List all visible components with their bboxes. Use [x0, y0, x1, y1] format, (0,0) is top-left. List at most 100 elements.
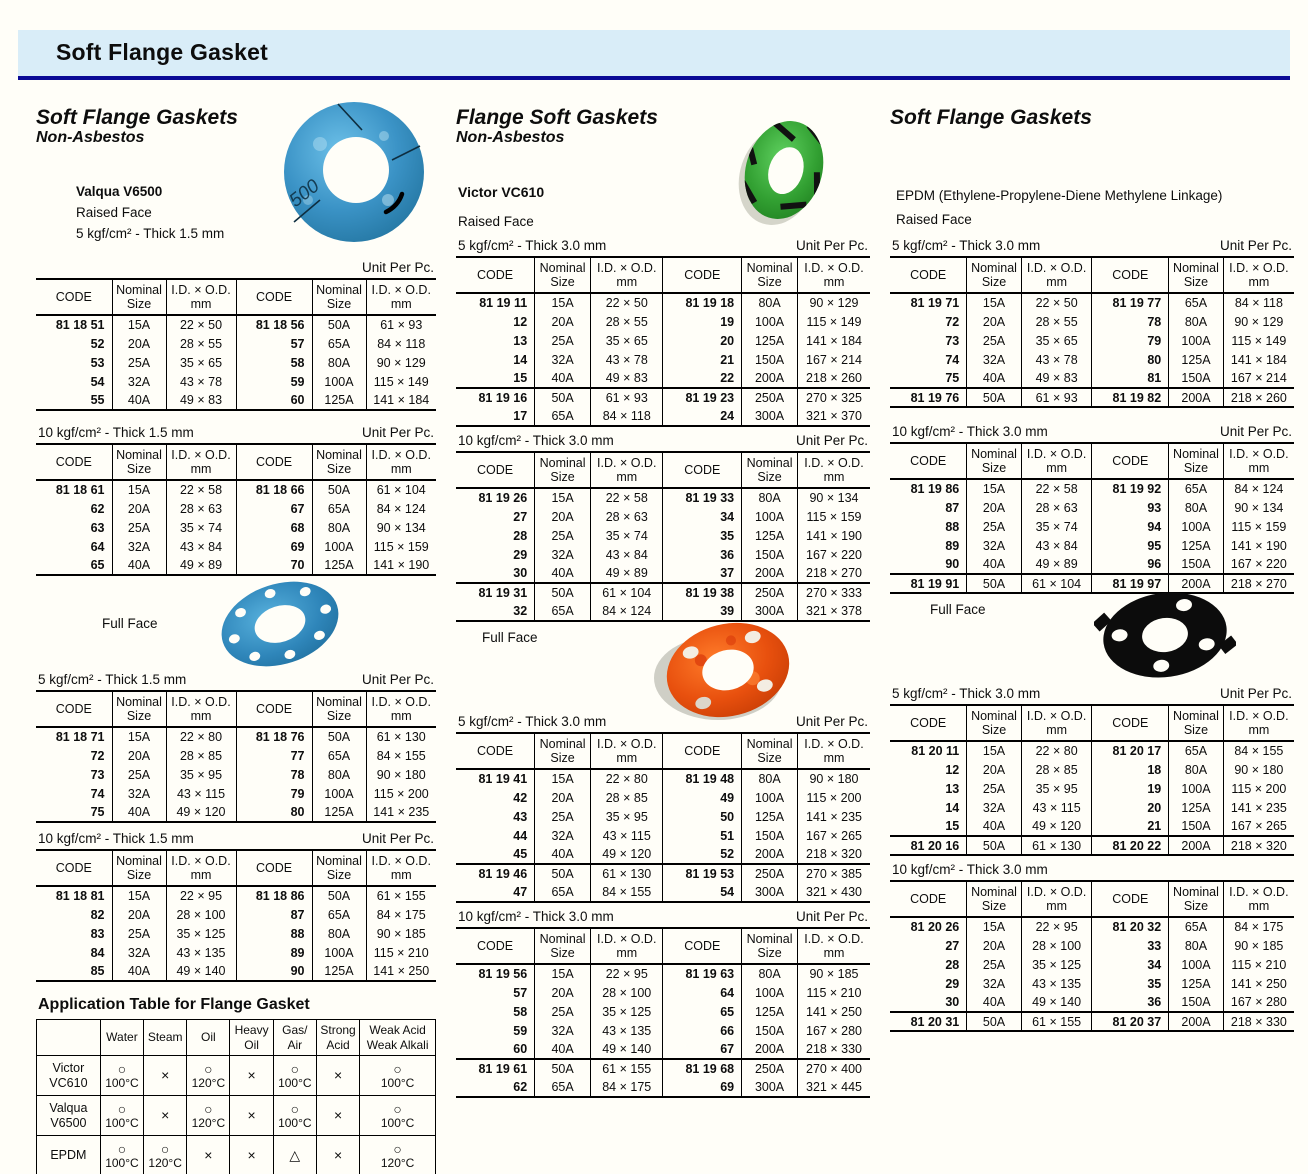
dim-cell: 84 × 175 — [365, 905, 436, 924]
dim-cell: 115 × 159 — [797, 507, 870, 526]
table-row: 64 32A 43 × 84 69 100A 115 × 159 — [36, 537, 436, 556]
code-cell: 81 18 76 — [235, 727, 312, 746]
code-cell: 29 — [945, 976, 960, 991]
code-cell: 28 — [513, 528, 528, 543]
code-cell: 81 19 56 — [478, 967, 528, 981]
size-cell: 25A — [111, 353, 166, 372]
table-row: 81 19 71 15A 22 × 50 81 19 77 65A 84 × 118 — [890, 293, 1294, 312]
dim-cell: 115 × 149 — [1222, 331, 1294, 350]
code-cell: 37 — [662, 564, 742, 583]
col-header-code: CODE — [36, 850, 112, 887]
size-cell: 20A — [534, 312, 591, 331]
size-cell: 100A — [741, 312, 798, 331]
full-face-block: Full Face — [456, 622, 870, 720]
size-cell: 20A — [966, 760, 1022, 779]
dim-cell: 49 × 83 — [590, 369, 663, 388]
col-header-dim: I.D. × O.D. mm — [165, 691, 236, 728]
dim-cell: 84 × 124 — [365, 499, 436, 518]
size-cell: 50A — [534, 388, 591, 407]
code-cell: 70 — [235, 556, 312, 575]
code-cell: 80 — [235, 803, 312, 822]
app-corner-cell — [36, 1019, 101, 1056]
unit-per-pc-label: Unit Per Pc. — [795, 238, 868, 253]
unit-per-pc-label: Unit Per Pc. — [361, 260, 434, 275]
table-row: 29 32A 43 × 84 36 150A 167 × 220 — [456, 545, 870, 564]
size-cell: 15A — [966, 293, 1022, 312]
size-cell: 80A — [741, 769, 798, 788]
code-cell: 81 20 32 — [1091, 917, 1169, 936]
code-cell: 81 18 66 — [235, 480, 312, 499]
size-cell: 20A — [966, 312, 1022, 331]
code-cell: 81 18 81 — [55, 889, 105, 903]
code-cell: 57 — [513, 985, 528, 1000]
code-cell: 53 — [90, 355, 105, 370]
dim-cell: 90 × 185 — [365, 924, 436, 943]
size-cell: 40A — [534, 564, 591, 583]
dim-cell: 141 × 250 — [365, 962, 436, 981]
table-header-row: CODE Nominal Size I.D. × O.D. mm CODE Nominal S… — [890, 443, 1294, 480]
size-cell: 50A — [966, 574, 1022, 593]
table-row: 55 40A 49 × 83 60 125A 141 × 184 — [36, 391, 436, 410]
size-cell: 80A — [311, 518, 366, 537]
application-table-title: Application Table for Flange Gasket — [38, 996, 310, 1013]
dim-cell: 35 × 95 — [590, 807, 663, 826]
code-cell: 81 18 86 — [235, 886, 312, 905]
code-cell: 20 — [662, 331, 742, 350]
col-header-size: Nominal Size — [534, 452, 591, 489]
table-row: 13 25A 35 × 65 20 125A 141 × 184 — [456, 331, 870, 350]
dim-cell: 43 × 78 — [165, 372, 236, 391]
code-cell: 59 — [513, 1023, 528, 1038]
size-cell: 32A — [966, 350, 1022, 369]
col-header-dim: I.D. × O.D. mm — [797, 452, 870, 489]
size-cell: 25A — [111, 765, 166, 784]
size-cell: 200A — [1168, 388, 1224, 407]
dim-cell: 218 × 320 — [797, 845, 870, 864]
code-cell: 81 19 92 — [1091, 479, 1169, 498]
dim-cell: 115 × 210 — [365, 943, 436, 962]
code-cell: 93 — [1091, 498, 1169, 517]
size-cell: 15A — [534, 769, 591, 788]
code-cell: 20 — [1091, 798, 1169, 817]
table-row: 44 32A 43 × 115 51 150A 167 × 265 — [456, 826, 870, 845]
full-face-block: Full Face — [36, 576, 436, 672]
table-row: 72 20A 28 × 85 77 65A 84 × 155 — [36, 746, 436, 765]
app-cell: ○ 120°C — [186, 1095, 231, 1136]
code-cell: 62 — [90, 501, 105, 516]
col-header-code: CODE — [456, 733, 535, 770]
dim-cell: 61 × 130 — [365, 727, 436, 746]
code-cell: 87 — [945, 500, 960, 515]
size-cell: 300A — [741, 883, 798, 902]
size-cell: 250A — [741, 864, 798, 883]
size-cell: 200A — [1168, 574, 1224, 593]
size-cell: 65A — [534, 1078, 591, 1097]
dim-cell: 49 × 89 — [1020, 555, 1092, 574]
code-cell: 43 — [513, 809, 528, 824]
code-cell: 64 — [662, 983, 742, 1002]
col-header-code: CODE — [1091, 705, 1169, 742]
col-header-dim: I.D. × O.D. mm — [590, 257, 663, 294]
code-cell: 81 19 53 — [662, 864, 742, 883]
dim-cell: 321 × 445 — [797, 1078, 870, 1097]
price-table-victor-raised-5kgf: CODE Nominal Size I.D. × O.D. mm CODE Nominal S… — [456, 256, 870, 427]
table-row: 81 20 11 15A 22 × 80 81 20 17 65A 84 × 155 — [890, 741, 1294, 760]
spec-label: 10 kgf/cm² - Thick 3.0 mm — [892, 862, 1048, 877]
unit-per-pc-label: Unit Per Pc. — [361, 425, 434, 440]
dim-cell: 115 × 210 — [1222, 955, 1294, 974]
page-title: Soft Flange Gasket — [56, 39, 268, 65]
dim-cell: 35 × 65 — [1020, 331, 1092, 350]
code-cell: 77 — [235, 746, 312, 765]
size-cell: 50A — [311, 480, 366, 499]
size-cell: 65A — [311, 334, 366, 353]
code-cell: 33 — [1091, 936, 1169, 955]
app-col-header: Steam — [143, 1019, 188, 1056]
code-cell: 36 — [1091, 993, 1169, 1012]
dim-cell: 43 × 84 — [165, 537, 236, 556]
code-cell: 17 — [513, 409, 528, 423]
table-row: 87 20A 28 × 63 93 80A 90 × 134 — [890, 498, 1294, 517]
dim-cell: 49 × 120 — [590, 845, 663, 864]
dim-cell: 90 × 180 — [365, 765, 436, 784]
table-row: 53 25A 35 × 65 58 80A 90 × 129 — [36, 353, 436, 372]
table-row: 81 18 61 15A 22 × 58 81 18 66 50A 61 × 104 — [36, 480, 436, 499]
dim-cell: 84 × 175 — [590, 1078, 663, 1097]
code-cell: 69 — [235, 537, 312, 556]
